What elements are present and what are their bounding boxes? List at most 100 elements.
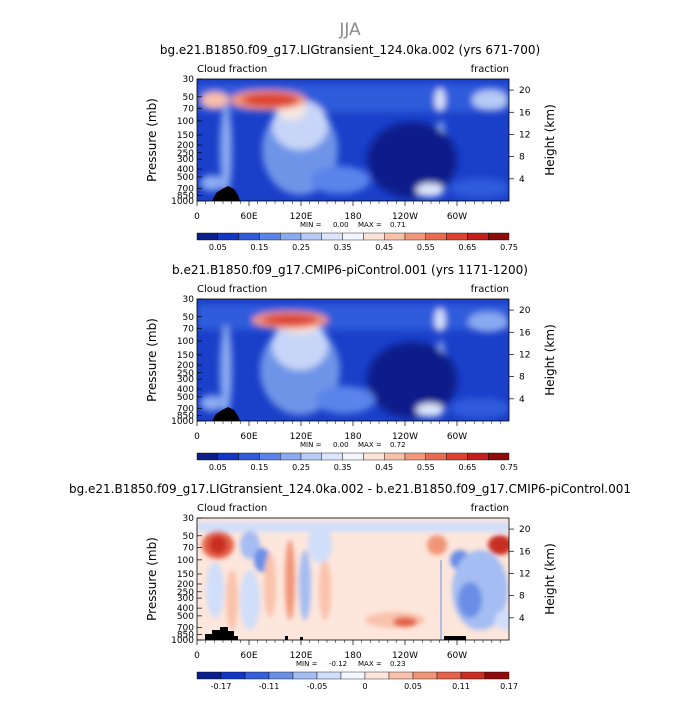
- min-label: MIN =: [300, 221, 322, 229]
- y-tick-label: 150: [177, 570, 194, 580]
- colorbar-label: 0.65: [458, 463, 476, 472]
- x-tick-label: 120E: [290, 651, 313, 661]
- colorbar-label: 0.05: [209, 463, 227, 472]
- y-tick-label: 100: [177, 117, 194, 127]
- colorbar-swatch: [467, 452, 489, 461]
- colorbar-swatch: [404, 232, 426, 241]
- colorbar-label: 0.45: [375, 463, 393, 472]
- colorbar-swatch: [300, 452, 322, 461]
- height-tick-label: 16: [519, 547, 531, 557]
- height-tick-label: 12: [519, 350, 530, 360]
- colorbar-label: 0.35: [334, 463, 352, 472]
- colorbar-swatch: [196, 452, 218, 461]
- x-tick-label: 0: [194, 432, 200, 442]
- colorbar-label: 0: [362, 682, 367, 691]
- colorbar-swatch: [196, 671, 222, 680]
- y-tick-label: 30: [183, 75, 195, 85]
- colorbar-label: 0.65: [458, 243, 476, 252]
- colorbar-swatch: [446, 232, 468, 241]
- panel-title: bg.e21.B1850.f09_g17.LIGtransient_124.0k…: [69, 482, 631, 496]
- colorbar-swatch: [268, 671, 294, 680]
- height-tick-label: 4: [519, 395, 525, 405]
- colorbar-swatch: [316, 671, 342, 680]
- colorbar-swatch: [364, 671, 390, 680]
- colorbar-swatch: [244, 671, 270, 680]
- x-tick-label: 60W: [447, 212, 467, 222]
- colorbar-swatch: [384, 232, 406, 241]
- x-tick-label: 60W: [447, 651, 467, 661]
- x-tick-label: 120W: [392, 212, 418, 222]
- height-tick-label: 12: [519, 569, 530, 579]
- y-tick-label: 150: [177, 351, 194, 361]
- height-tick-label: 8: [519, 373, 525, 383]
- x-tick-label: 120W: [392, 432, 418, 442]
- min-value: -0.12: [329, 660, 347, 668]
- height-tick-label: 8: [519, 153, 525, 163]
- colorbar-swatch: [259, 232, 281, 241]
- height-tick-label: 20: [519, 86, 531, 96]
- y-tick-label: 50: [183, 532, 195, 542]
- units-label: fraction: [471, 64, 509, 75]
- units-label: fraction: [471, 284, 509, 295]
- y-tick-label: 70: [183, 543, 195, 553]
- colorbar-label: -0.11: [259, 682, 280, 691]
- variable-label: Cloud fraction: [197, 503, 267, 514]
- colorbar-swatch: [280, 452, 302, 461]
- panel-2: b.e21.B1850.f09_g17.CMIP6-piControl.001 …: [145, 263, 557, 472]
- panel-3: bg.e21.B1850.f09_g17.LIGtransient_124.0k…: [69, 482, 631, 691]
- y-tick-label: 1000: [171, 197, 194, 207]
- y-tick-label: 200: [177, 141, 194, 151]
- max-label: MAX =: [358, 441, 382, 449]
- height-tick-label: 20: [519, 306, 531, 316]
- colorbar-swatch: [446, 452, 468, 461]
- min-value: 0.00: [333, 441, 349, 449]
- x-tick-label: 0: [194, 212, 200, 222]
- colorbar-swatch: [342, 452, 364, 461]
- height-tick-label: 4: [519, 175, 525, 185]
- y-tick-label: 500: [177, 612, 194, 622]
- colorbar-swatch: [363, 452, 385, 461]
- y-axis-label: Pressure (mb): [145, 537, 159, 621]
- y-tick-label: 30: [183, 514, 195, 524]
- y-tick-label: 300: [177, 594, 194, 604]
- panel-title: b.e21.B1850.f09_g17.CMIP6-piControl.001 …: [172, 263, 528, 277]
- x-tick-label: 120E: [290, 212, 313, 222]
- x-tick-label: 180: [344, 212, 361, 222]
- colorbar-swatch: [436, 671, 462, 680]
- y-axis-label-right: Height (km): [543, 104, 557, 175]
- x-tick-label: 60W: [447, 432, 467, 442]
- min-label: MIN =: [300, 441, 322, 449]
- colorbar: 0.05 0.15 0.25 0.35 0.45 0.55 0.65 0.75: [196, 452, 518, 472]
- max-label: MAX =: [358, 660, 382, 668]
- max-label: MAX =: [358, 221, 382, 229]
- colorbar-label: 0.25: [292, 463, 310, 472]
- colorbar-label: 0.75: [500, 243, 518, 252]
- colorbar: 0.05 0.15 0.25 0.35 0.45 0.55 0.65 0.75: [196, 232, 518, 252]
- y-axis-label-right: Height (km): [543, 324, 557, 395]
- y-tick-label: 500: [177, 393, 194, 403]
- colorbar-label: 0.15: [250, 243, 268, 252]
- y-axis-label: Pressure (mb): [145, 318, 159, 402]
- y-tick-label: 400: [177, 165, 194, 175]
- min-value: 0.00: [333, 221, 349, 229]
- min-label: MIN =: [296, 660, 318, 668]
- y-tick-label: 200: [177, 580, 194, 590]
- x-tick-label: 0: [194, 651, 200, 661]
- colorbar-swatch: [217, 232, 239, 241]
- y-tick-label: 400: [177, 604, 194, 614]
- colorbar-swatch: [484, 671, 510, 680]
- plot-field: [197, 299, 509, 421]
- colorbar-swatch: [220, 671, 246, 680]
- x-tick-label: 180: [344, 651, 361, 661]
- y-tick-label: 200: [177, 361, 194, 371]
- y-tick-label: 100: [177, 337, 194, 347]
- colorbar-swatch: [217, 452, 239, 461]
- colorbar-swatch: [321, 232, 343, 241]
- colorbar-label: 0.05: [209, 243, 227, 252]
- colorbar-swatch: [404, 452, 426, 461]
- colorbar-swatch: [384, 452, 406, 461]
- colorbar-swatch: [292, 671, 318, 680]
